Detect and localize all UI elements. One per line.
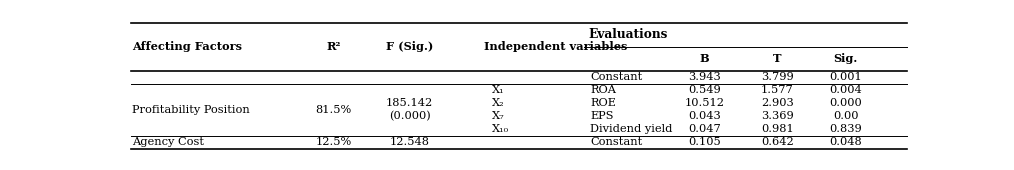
Text: 12.5%: 12.5% xyxy=(315,137,352,147)
Text: 0.043: 0.043 xyxy=(687,111,721,121)
Text: EPS: EPS xyxy=(590,111,613,121)
Text: Constant: Constant xyxy=(590,72,643,82)
Text: 0.981: 0.981 xyxy=(762,124,794,134)
Text: 1.577: 1.577 xyxy=(762,85,794,95)
Text: Constant: Constant xyxy=(590,137,643,147)
Text: Agency Cost: Agency Cost xyxy=(132,137,204,147)
Text: 0.004: 0.004 xyxy=(829,85,862,95)
Text: 0.642: 0.642 xyxy=(762,137,794,147)
Text: 0.00: 0.00 xyxy=(834,111,859,121)
Text: 0.048: 0.048 xyxy=(829,137,862,147)
Text: Independent variables: Independent variables xyxy=(485,41,628,52)
Text: 0.105: 0.105 xyxy=(687,137,721,147)
Text: X₇: X₇ xyxy=(492,111,505,121)
Text: ROE: ROE xyxy=(590,98,617,108)
Text: Profitability Position: Profitability Position xyxy=(132,105,250,115)
Text: ROA: ROA xyxy=(590,85,617,95)
Text: 10.512: 10.512 xyxy=(684,98,724,108)
Text: 0.000: 0.000 xyxy=(829,98,862,108)
Text: 185.142
(0.000): 185.142 (0.000) xyxy=(386,98,433,122)
Text: 2.903: 2.903 xyxy=(762,98,794,108)
Text: B: B xyxy=(700,53,709,64)
Text: X₂: X₂ xyxy=(492,98,505,108)
Text: X₁: X₁ xyxy=(492,85,505,95)
Text: Affecting Factors: Affecting Factors xyxy=(132,41,242,52)
Text: T: T xyxy=(774,53,782,64)
Text: Dividend yield: Dividend yield xyxy=(590,124,672,134)
Text: 3.369: 3.369 xyxy=(762,111,794,121)
Text: X₁₀: X₁₀ xyxy=(492,124,509,134)
Text: 0.839: 0.839 xyxy=(829,124,862,134)
Text: Evaluations: Evaluations xyxy=(588,28,667,41)
Text: 3.943: 3.943 xyxy=(687,72,721,82)
Text: 0.047: 0.047 xyxy=(687,124,721,134)
Text: 81.5%: 81.5% xyxy=(315,105,352,115)
Text: 12.548: 12.548 xyxy=(389,137,430,147)
Text: 0.549: 0.549 xyxy=(687,85,721,95)
Text: 3.799: 3.799 xyxy=(762,72,794,82)
Text: 0.001: 0.001 xyxy=(829,72,862,82)
Text: F (Sig.): F (Sig.) xyxy=(386,41,433,52)
Text: Sig.: Sig. xyxy=(834,53,858,64)
Text: R²: R² xyxy=(327,41,341,52)
